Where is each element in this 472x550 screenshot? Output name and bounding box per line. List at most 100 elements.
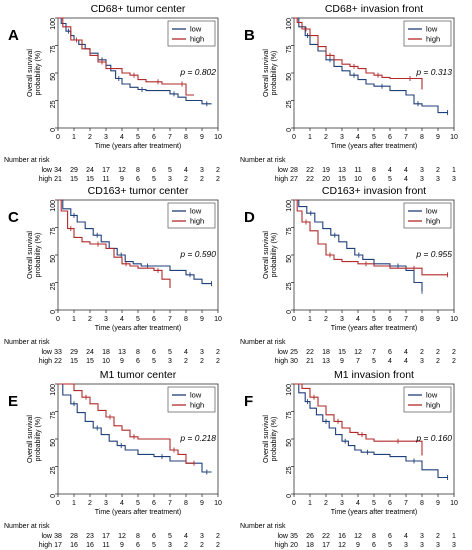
y-tick-label: 50 [50, 73, 57, 81]
x-tick-label: 7 [404, 134, 408, 141]
risk-count-low: 24 [86, 167, 94, 174]
p-value: p = 0.313 [415, 67, 452, 77]
risk-count-low: 2 [436, 349, 440, 356]
risk-count-high: 2 [216, 176, 220, 183]
x-tick-label: 10 [214, 134, 222, 141]
x-tick-label: 4 [120, 500, 124, 507]
x-tick-label: 7 [404, 500, 408, 507]
x-tick-label: 5 [372, 134, 376, 141]
risk-count-low: 5 [168, 167, 172, 174]
panel-title: CD68+ tumor center [91, 3, 186, 15]
x-tick-label: 5 [372, 500, 376, 507]
risk-row-label-high: high [275, 542, 288, 549]
risk-count-high: 20 [322, 176, 330, 183]
risk-count-low: 3 [200, 349, 204, 356]
risk-count-high: 30 [290, 358, 298, 365]
risk-count-high: 3 [168, 358, 172, 365]
y-axis-label-line: probability (%) [35, 233, 42, 278]
y-tick-label: 75 [50, 227, 57, 235]
risk-count-high: 6 [136, 358, 140, 365]
km-curve-low [58, 383, 212, 473]
y-tick-label: 0 [286, 494, 293, 498]
risk-count-low: 13 [118, 349, 126, 356]
y-tick-label: 25 [50, 100, 57, 108]
risk-count-low: 33 [54, 349, 62, 356]
risk-count-high: 2 [184, 542, 188, 549]
x-tick-label: 6 [388, 134, 392, 141]
legend-box [167, 386, 216, 413]
risk-count-low: 8 [136, 533, 140, 540]
risk-count-high: 9 [120, 176, 124, 183]
risk-count-low: 4 [388, 167, 392, 174]
x-tick-label: 1 [308, 500, 312, 507]
km-curve-high [58, 199, 171, 288]
km-curve-low [58, 199, 212, 285]
risk-count-low: 35 [290, 533, 298, 540]
x-tick-label: 4 [356, 134, 360, 141]
x-tick-label: 4 [356, 316, 360, 323]
panel-letter: F [244, 393, 253, 410]
risk-count-high: 18 [306, 542, 314, 549]
risk-count-low: 8 [136, 167, 140, 174]
x-tick-label: 9 [436, 134, 440, 141]
y-axis-label-line: Overall survival [27, 415, 34, 463]
x-tick-label: 8 [420, 134, 424, 141]
risk-count-high: 11 [102, 176, 109, 183]
risk-count-low: 2 [420, 349, 424, 356]
risk-count-low: 22 [322, 533, 330, 540]
risk-count-high: 7 [356, 358, 360, 365]
risk-count-high: 27 [290, 176, 298, 183]
risk-count-high: 11 [102, 542, 109, 549]
y-tick-label: 0 [286, 310, 293, 314]
y-tick-label: 100 [286, 200, 293, 212]
risk-count-low: 8 [372, 533, 376, 540]
risk-row-label-low: low [277, 533, 288, 540]
x-axis-label: Time (years after treatment) [331, 509, 418, 516]
legend-box [167, 20, 216, 47]
x-tick-label: 10 [450, 316, 458, 323]
legend-label-low: low [426, 25, 438, 34]
y-tick-label: 25 [286, 100, 293, 108]
x-tick-label: 3 [104, 134, 108, 141]
x-tick-label: 7 [168, 134, 172, 141]
y-tick-label: 75 [286, 411, 293, 419]
y-tick-label: 75 [286, 45, 293, 53]
y-tick-label: 100 [286, 384, 293, 396]
p-value: p = 0.802 [179, 67, 216, 77]
risk-count-high: 3 [452, 176, 456, 183]
risk-count-low: 1 [452, 167, 456, 174]
km-curve-high [58, 17, 194, 96]
risk-count-low: 26 [306, 533, 314, 540]
x-tick-label: 4 [120, 316, 124, 323]
x-tick-label: 4 [120, 134, 124, 141]
y-tick-label: 25 [50, 466, 57, 474]
risk-count-low: 1 [452, 533, 456, 540]
risk-row-label-low: low [41, 533, 52, 540]
risk-count-high: 2 [436, 358, 440, 365]
risk-count-high: 13 [322, 358, 330, 365]
risk-count-low: 12 [354, 349, 362, 356]
legend-label-high: high [190, 401, 204, 410]
y-tick-label: 75 [50, 45, 57, 53]
y-tick-label: 100 [50, 18, 57, 30]
risk-count-low: 24 [86, 349, 94, 356]
risk-count-high: 20 [290, 542, 298, 549]
risk-count-high: 12 [338, 542, 346, 549]
x-tick-label: 8 [420, 316, 424, 323]
risk-row-label-low: low [41, 167, 52, 174]
risk-count-low: 28 [290, 167, 298, 174]
risk-count-high: 5 [152, 176, 156, 183]
x-tick-label: 10 [450, 500, 458, 507]
y-tick-label: 50 [50, 439, 57, 447]
x-tick-label: 2 [88, 316, 92, 323]
risk-count-high: 10 [354, 176, 362, 183]
legend-label-low: low [190, 25, 202, 34]
x-tick-label: 3 [104, 500, 108, 507]
p-value: p = 0.218 [179, 433, 216, 443]
risk-count-high: 6 [136, 542, 140, 549]
y-axis-label: Overall survivalprobability (%) [27, 49, 42, 97]
x-tick-label: 9 [436, 316, 440, 323]
risk-count-high: 15 [338, 176, 346, 183]
risk-count-high: 15 [86, 358, 94, 365]
